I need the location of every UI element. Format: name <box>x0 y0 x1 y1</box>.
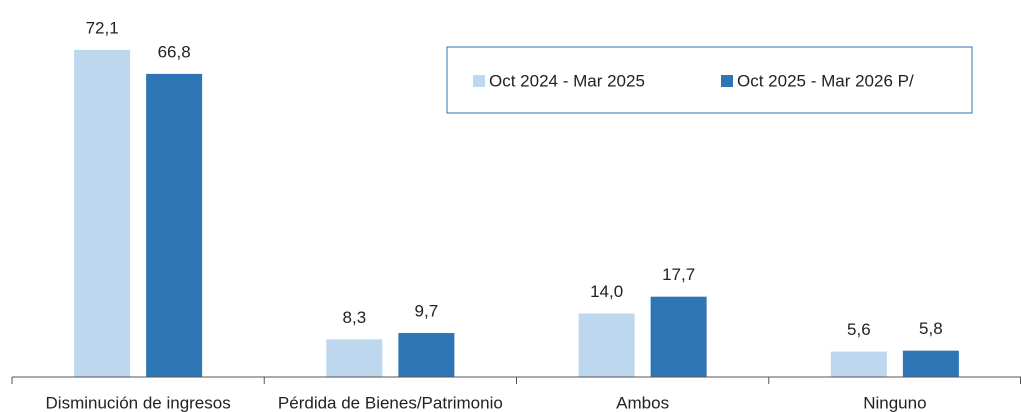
bar <box>830 351 887 377</box>
x-tick-label: Ambos <box>616 393 669 412</box>
x-tick-label: Ninguno <box>863 393 926 412</box>
value-label: 9,7 <box>415 301 439 320</box>
legend-box <box>446 46 973 114</box>
legend-swatch <box>721 75 733 87</box>
value-label: 66,8 <box>158 42 191 61</box>
bar <box>650 296 707 377</box>
value-label: 72,1 <box>86 18 119 37</box>
legend-swatch <box>473 75 485 87</box>
value-label: 17,7 <box>662 265 695 284</box>
x-tick-label: Disminución de ingresos <box>46 393 231 412</box>
bar <box>326 339 383 377</box>
bar <box>146 73 203 378</box>
bar <box>74 49 131 377</box>
bar <box>398 332 455 377</box>
value-label: 5,8 <box>919 319 943 338</box>
value-label: 8,3 <box>343 308 367 327</box>
value-label: 5,6 <box>847 320 871 339</box>
x-tick-label: Pérdida de Bienes/Patrimonio <box>278 393 503 412</box>
legend-label: Oct 2024 - Mar 2025 <box>489 71 645 90</box>
value-label: 14,0 <box>590 282 623 301</box>
legend-label: Oct 2025 - Mar 2026 P/ <box>737 71 914 90</box>
bar <box>902 350 959 377</box>
bar <box>578 313 635 377</box>
